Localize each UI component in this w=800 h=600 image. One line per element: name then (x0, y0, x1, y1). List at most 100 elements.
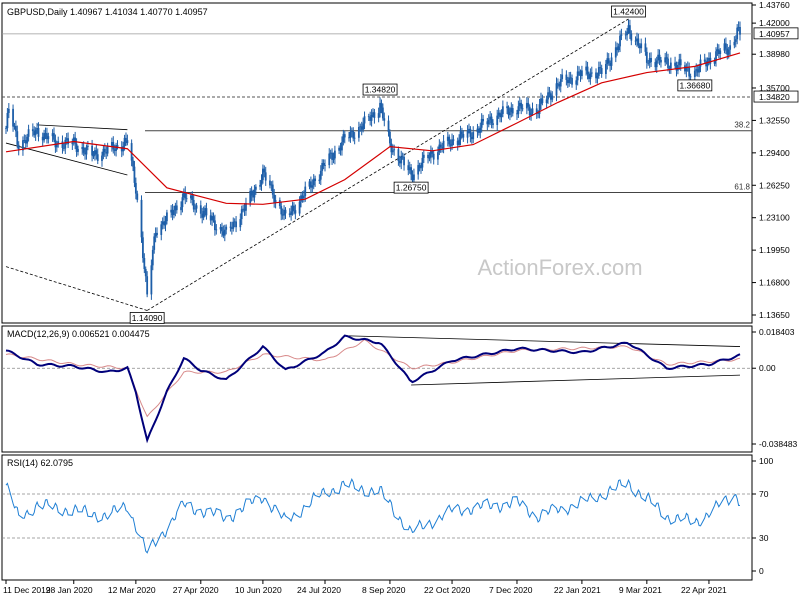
price-tick-label: 1.35700 (759, 83, 790, 93)
candle (516, 109, 518, 121)
candle (571, 74, 573, 88)
candle (291, 201, 294, 216)
trend-line-2 (5, 266, 148, 311)
price-tick-label: 1.29400 (759, 148, 790, 158)
candle (439, 141, 442, 153)
macd-panel-header: MACD(12,26,9) 0.006521 0.004475 (7, 329, 150, 339)
candle (229, 221, 232, 232)
candle (401, 152, 404, 160)
candle (549, 90, 552, 106)
price-panel-frame (1, 2, 753, 324)
candle (408, 161, 411, 174)
candle (723, 38, 726, 54)
candle (51, 129, 54, 142)
candle (225, 224, 228, 235)
candle (713, 57, 716, 67)
candle (253, 184, 256, 203)
candle (420, 162, 422, 174)
candle (462, 130, 465, 142)
rsi-panel-header: RSI(14) 62.0795 (7, 458, 73, 468)
candle (13, 122, 16, 130)
candle (182, 188, 185, 201)
candle (422, 150, 425, 163)
swing-label-1-42400: 1.42400 (611, 5, 646, 18)
x-tick-label: 9 Mar 2021 (619, 585, 662, 595)
candle (160, 220, 163, 241)
candle (476, 123, 479, 138)
candle (53, 127, 55, 143)
candle (579, 69, 582, 82)
candle (72, 134, 75, 146)
trend-line-0 (37, 124, 128, 131)
annotation-layer: 38.2 61.8 1.42400 1.36680 1.34820 1.26750 1.14… (129, 5, 751, 324)
candle (609, 60, 612, 72)
candle (133, 160, 136, 188)
candle (538, 98, 541, 119)
candle (626, 27, 628, 41)
candle (421, 152, 424, 172)
candle (214, 214, 216, 236)
candle (235, 216, 237, 233)
candle (23, 134, 26, 144)
candle (84, 147, 86, 160)
candle (331, 148, 333, 165)
candle (81, 142, 84, 155)
candle (588, 71, 590, 83)
candle (379, 97, 381, 118)
candle (398, 155, 401, 168)
candle (349, 126, 352, 143)
candle (170, 205, 173, 218)
candle (736, 24, 739, 45)
candle (112, 136, 115, 154)
candle (489, 111, 492, 126)
candle (600, 64, 603, 78)
macd-tick-label: 0.00 (759, 363, 776, 373)
x-tick-label: 11 Dec 2019 (3, 585, 51, 595)
candle (64, 137, 67, 155)
candle (314, 175, 317, 187)
rsi-tick-label: 30 (759, 533, 769, 543)
price-tick-label: 1.43760 (759, 0, 790, 10)
candle (452, 135, 455, 146)
rsi-panel-frame (1, 454, 753, 581)
candle (531, 102, 534, 116)
candle (634, 36, 637, 46)
price-tick-label: 1.16800 (759, 278, 790, 288)
candle (557, 78, 559, 89)
candle (61, 135, 64, 154)
candle (95, 144, 98, 160)
candle (284, 207, 287, 220)
candle (393, 144, 396, 156)
candle (595, 68, 597, 84)
candle (585, 60, 588, 76)
candle (26, 133, 29, 148)
axis-layer: 1.43760 1.42000 1.38980 1.35700 1.32550 1.294… (3, 0, 799, 595)
candle (575, 76, 578, 90)
x-tick-label: 22 Oct 2020 (424, 585, 471, 595)
macd-line (5, 334, 741, 444)
candle (74, 131, 77, 150)
fib-label-38-2: 38.2 (734, 121, 750, 130)
candle (605, 59, 607, 79)
candle (640, 38, 643, 53)
candle (383, 112, 386, 127)
x-tick-label: 12 Mar 2020 (108, 585, 156, 595)
candle (527, 97, 530, 111)
candle (221, 222, 223, 238)
candle (191, 191, 194, 206)
candle (705, 57, 708, 72)
candle (667, 53, 669, 72)
candle (223, 224, 226, 242)
candle (46, 127, 48, 144)
candle (511, 104, 514, 117)
candle (381, 103, 384, 121)
macd-panel-frame (1, 325, 753, 453)
candle (171, 203, 174, 221)
candle (492, 119, 494, 129)
candle (163, 215, 165, 229)
candle (341, 136, 343, 156)
candle (708, 52, 710, 66)
candle (418, 162, 421, 172)
candle (569, 71, 572, 84)
price-layer (2, 18, 752, 311)
